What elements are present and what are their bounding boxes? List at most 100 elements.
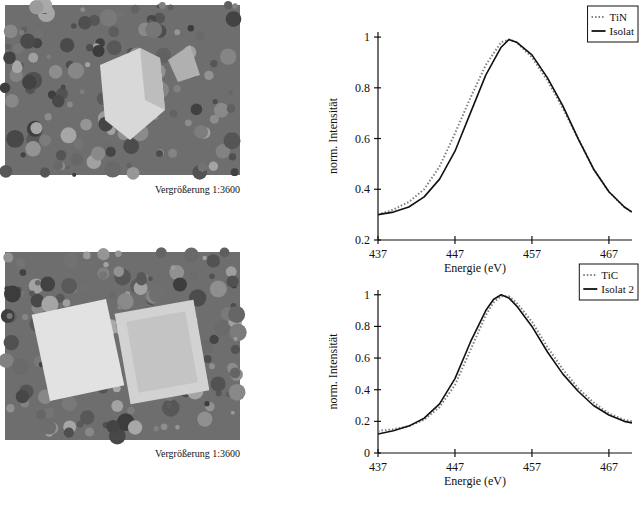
photo-texture: [60, 38, 74, 52]
photo-texture: [42, 421, 56, 435]
photo-texture: [216, 400, 221, 405]
legend-label: TiC: [601, 269, 618, 281]
photo-texture: [157, 149, 164, 156]
photo-texture: [71, 23, 77, 29]
photo-texture: [127, 167, 140, 180]
photo-texture: [207, 254, 220, 267]
photo-texture: [215, 320, 231, 336]
y-tick-label: 0.8: [355, 319, 370, 333]
photo-texture: [149, 285, 167, 303]
y-tick: [374, 87, 381, 88]
photo-texture: [195, 125, 209, 139]
photo-texture: [185, 119, 192, 126]
photo-texture: [228, 306, 245, 323]
photo-texture: [71, 153, 83, 165]
x-axis: [378, 452, 632, 453]
photo-texture: [52, 95, 65, 108]
photo-texture: [156, 247, 167, 258]
photo-texture: [40, 168, 50, 178]
crystal: [168, 45, 200, 82]
photo-texture: [106, 147, 118, 159]
y-axis: [377, 32, 378, 240]
photo-texture: [84, 110, 89, 115]
y-tick-label: 0: [364, 446, 370, 460]
x-tick-label: 457: [523, 460, 541, 474]
photo-texture: [68, 62, 85, 79]
photo-texture: [175, 425, 179, 429]
y-tick: [374, 138, 381, 139]
photo-texture: [169, 265, 184, 280]
photo-texture: [78, 16, 92, 30]
photo-texture: [80, 89, 85, 94]
legend: TiNIsolat: [588, 6, 638, 42]
photo-texture: [224, 132, 241, 149]
legend-swatch: [583, 274, 597, 276]
photo-texture: [210, 115, 219, 124]
photo-texture: [108, 26, 119, 37]
photo-texture: [229, 153, 236, 160]
photo-texture: [131, 5, 140, 14]
photo-texture: [230, 368, 241, 379]
photo-texture: [127, 407, 135, 415]
y-tick: [374, 294, 381, 295]
photo-texture: [174, 85, 181, 92]
photo-texture: [56, 150, 67, 161]
photo-texture: [86, 44, 93, 51]
sem-photo: [0, 0, 241, 180]
crystal-face: [140, 48, 165, 110]
x-tick-label: 437: [369, 247, 387, 261]
photo-texture: [184, 248, 199, 263]
photo-texture: [85, 62, 90, 67]
photo-texture: [231, 168, 239, 176]
photo-texture: [63, 299, 71, 307]
x-axis: [378, 239, 632, 240]
y-tick: [374, 326, 381, 327]
photo-texture: [35, 280, 41, 286]
x-tick: [608, 449, 609, 457]
x-tick-label: 457: [523, 247, 541, 261]
photo-texture: [109, 292, 116, 299]
photo-texture: [227, 275, 239, 287]
photo-texture: [5, 94, 19, 108]
photo-texture: [3, 51, 16, 64]
photo-texture: [27, 121, 43, 137]
photo-texture: [61, 278, 77, 294]
photo-texture: [204, 355, 212, 363]
photo-texture: [106, 420, 119, 433]
photo-texture: [0, 353, 14, 368]
photo-texture: [170, 110, 178, 118]
y-tick-label: 0.6: [355, 132, 370, 146]
sem-photo: [0, 247, 247, 444]
photo-texture: [20, 269, 27, 276]
photo-texture: [80, 7, 85, 12]
photo-texture: [99, 271, 107, 279]
photo-texture: [209, 363, 215, 369]
legend-swatch: [592, 16, 606, 18]
crystal-face: [126, 311, 198, 392]
photo-texture: [91, 147, 105, 161]
photo-texture: [115, 251, 121, 257]
photo-texture: [174, 29, 180, 35]
series-line: [378, 296, 632, 431]
photo-texture: [64, 428, 74, 438]
photo-texture: [61, 396, 76, 411]
photo-texture: [128, 420, 142, 434]
photo-texture: [117, 293, 133, 309]
y-axis: [377, 290, 378, 453]
photo-texture: [137, 272, 146, 281]
photo-texture: [4, 286, 21, 303]
photo-texture: [145, 22, 162, 39]
page: Vergrößerung 1:3600Vergrößerung 1:360043…: [0, 0, 643, 506]
photo-texture: [190, 272, 199, 281]
y-tick: [374, 357, 381, 358]
photo-texture: [83, 252, 91, 260]
photo-texture: [117, 10, 125, 18]
x-axis-title: Energie (eV): [444, 261, 506, 275]
photo-texture: [3, 253, 13, 263]
series-line: [378, 295, 632, 434]
x-tick: [608, 236, 609, 244]
photo-texture: [100, 9, 118, 27]
photo-texture: [203, 256, 207, 260]
photo-texture: [168, 5, 174, 11]
photo-texture: [209, 162, 218, 171]
